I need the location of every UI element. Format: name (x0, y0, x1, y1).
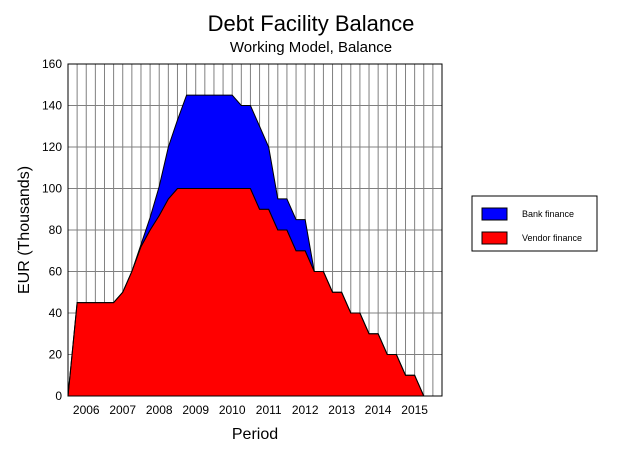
x-tick-label: 2006 (73, 403, 100, 417)
x-tick-label: 2007 (109, 403, 136, 417)
y-tick-label: 120 (42, 140, 62, 154)
chart-title: Debt Facility Balance (208, 11, 415, 36)
y-tick-labels: 0 20 40 60 80 100 120 140 160 (42, 57, 62, 403)
y-tick-label: 40 (49, 306, 63, 320)
y-tick-label: 100 (42, 182, 62, 196)
x-tick-label: 2012 (292, 403, 319, 417)
chart-subtitle: Working Model, Balance (230, 39, 392, 56)
x-tick-label: 2008 (146, 403, 173, 417)
legend-label-vendor-finance: Vendor finance (522, 233, 582, 243)
x-tick-label: 2013 (328, 403, 355, 417)
y-tick-label: 60 (49, 265, 63, 279)
x-tick-label: 2014 (365, 403, 392, 417)
x-tick-label: 2009 (182, 403, 209, 417)
y-tick-label: 160 (42, 57, 62, 71)
legend-swatch-bank-finance (481, 207, 508, 221)
x-tick-labels: 2006 2007 2008 2009 2010 2011 2012 2013 2014 2015 (73, 403, 428, 417)
y-tick-label: 0 (55, 389, 62, 403)
y-axis-label: EUR (Thousands) (16, 166, 33, 294)
legend-label-bank-finance: Bank finance (522, 209, 574, 219)
y-tick-label: 140 (42, 99, 62, 113)
x-tick-label: 2011 (256, 403, 282, 417)
area-vendor-finance (67, 188, 442, 397)
y-tick-label: 80 (49, 223, 63, 237)
area-bank-finance (67, 94, 442, 397)
legend-swatch-vendor-finance (481, 231, 508, 245)
area-series (67, 94, 442, 397)
plot-frame (67, 63, 443, 397)
legend: Bank finance Vendor finance (471, 195, 598, 252)
x-axis-label: Period (232, 426, 278, 443)
x-tick-label: 2015 (401, 403, 428, 417)
y-tick-label: 20 (49, 348, 63, 362)
x-tick-label: 2010 (219, 403, 246, 417)
